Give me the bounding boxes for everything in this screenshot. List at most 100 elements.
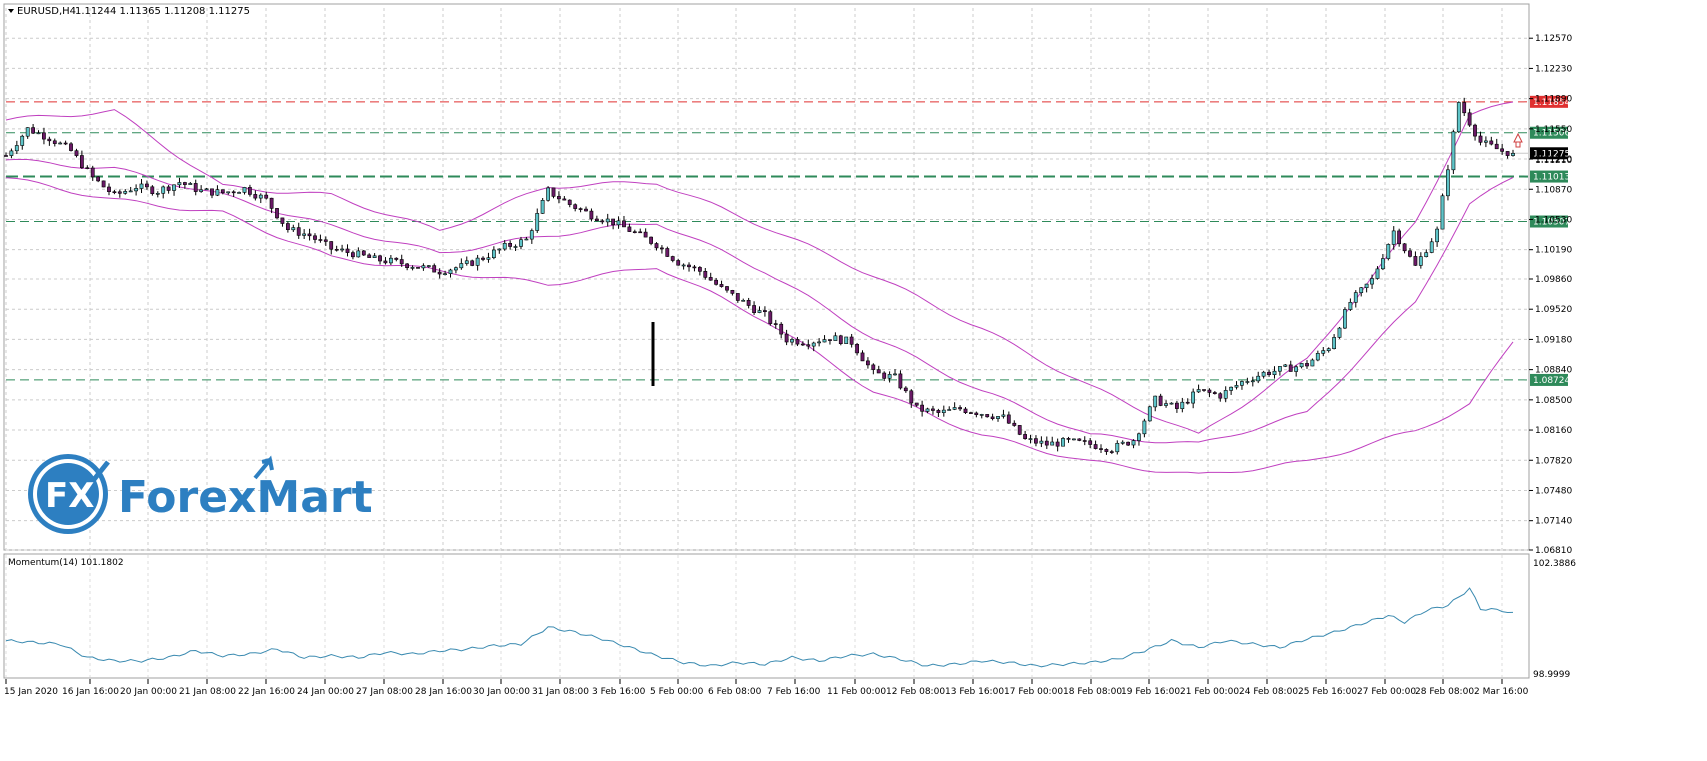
momentum-label: Momentum(14) 101.1802 [8,558,124,568]
candle-body [605,218,610,223]
candle-body [367,254,372,258]
candle-body [1082,440,1087,442]
candle-body [172,184,176,191]
candle-body [887,374,892,379]
candle-body [1375,268,1380,279]
candle-body [584,208,588,212]
x-tick-label: 2 Mar 16:00 [1474,687,1529,697]
candle-body [1240,381,1244,386]
candle-body [1408,250,1412,257]
candle-body [139,183,144,189]
candle-body [654,243,659,249]
momentum-panel[interactable] [3,553,1530,679]
momentum-min-label: 98.9999 [1533,670,1570,680]
candle-body [1202,389,1206,391]
candle-body [1245,381,1250,383]
candle-body [96,176,101,182]
candle-body [600,220,605,223]
candle-body [1326,348,1331,352]
candle-body [1370,278,1374,285]
current-price-tag [1530,147,1568,160]
candle-body [486,257,491,260]
candle-body [1359,287,1364,294]
candle-body [1072,438,1076,441]
candle-body [1034,438,1038,444]
candle-body [546,187,551,201]
candle-body [849,336,854,345]
candle-body [1337,327,1342,338]
candle-body [958,407,963,410]
candle-body [741,299,746,302]
candle-body [356,250,361,258]
candle-body [52,140,57,144]
x-tick-label: 18 Feb 08:00 [1063,687,1122,697]
candle-body [578,208,583,210]
candle-body [80,155,84,168]
grid [5,8,1528,677]
candle-body [1353,292,1358,303]
candle-body [589,210,594,220]
candle-body [876,369,881,374]
candle-body [1234,385,1239,388]
candle-body [123,191,128,194]
momentum-max-label: 102.3886 [1533,559,1576,569]
candle-body [882,372,887,379]
candle-body [1126,441,1131,446]
candle-body [242,187,247,193]
candle-body [1511,153,1515,156]
candle-body [1261,371,1266,377]
y-tick-label: 1.09860 [1535,275,1572,285]
candle-body [432,265,437,273]
overlapped-label: 1.11210 [1535,156,1572,166]
candle-body [1478,135,1483,143]
candle-body [822,339,827,343]
candle-body [567,199,572,205]
candle-body [25,127,30,137]
candle-body [448,269,453,274]
candle-body [865,360,870,366]
candle-body [161,186,166,194]
candle-body [941,409,946,414]
price-panel[interactable] [3,3,1530,551]
candle-body [58,142,63,145]
candle-body [936,410,941,413]
candle-body [985,414,990,418]
candle-body [410,267,415,269]
candle-body [1137,433,1141,441]
candle-body [226,191,231,194]
y-tick-label: 1.12570 [1535,34,1572,44]
candle-body [1440,195,1445,230]
candle-body [996,416,1000,419]
candle-body [692,266,697,269]
candle-body [670,256,675,261]
candle-body [237,192,242,194]
x-tick-label: 27 Feb 00:00 [1357,687,1416,697]
candle-body [979,414,984,416]
candle-body [269,197,274,209]
x-tick-label: 3 Feb 16:00 [592,687,646,697]
x-tick-label: 21 Jan 08:00 [179,687,236,697]
candle-body [85,167,90,169]
candle-body [643,231,648,238]
triangle-down-icon[interactable] [8,9,14,13]
candle-body [1131,440,1136,446]
candle-body [1381,258,1385,270]
y-tick-label: 1.12230 [1535,64,1572,74]
candle-body [107,186,111,192]
candle-body [594,218,599,222]
candle-body [4,155,8,157]
x-tick-label: 31 Jan 08:00 [532,687,589,697]
candle-body [746,299,751,306]
candle-body [1348,301,1353,310]
candle-body [757,310,762,313]
candle-body [1093,444,1098,449]
band-middle [5,158,1514,444]
candle-body [681,264,686,267]
candle-body [1446,169,1450,197]
candle-body [665,248,670,257]
candle-body [1429,241,1434,253]
y-tick-label: 1.07480 [1535,486,1572,496]
candle-body [1310,359,1315,367]
candle-body [762,310,767,313]
